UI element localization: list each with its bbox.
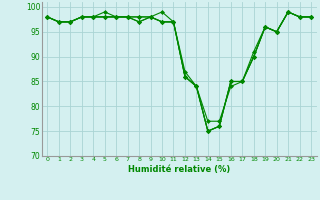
X-axis label: Humidité relative (%): Humidité relative (%) <box>128 165 230 174</box>
